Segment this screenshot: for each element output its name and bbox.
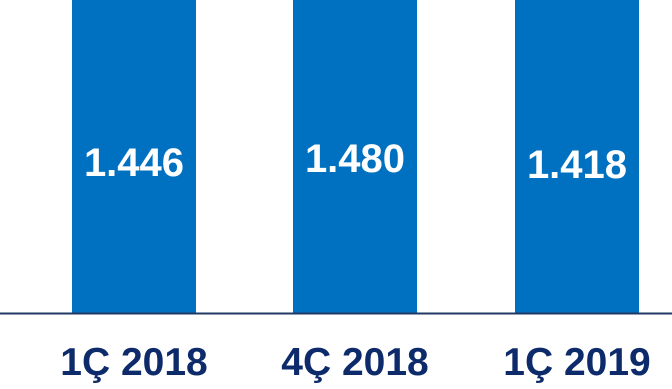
x-tick-labels-group: 1Ç 2018 4Ç 2018 1Ç 2019 [60, 341, 650, 384]
x-tick-label-3: 1Ç 2019 [503, 341, 650, 384]
bar-labels-group: 1.446 1.480 1.418 [84, 137, 627, 187]
x-tick-label-1: 1Ç 2018 [60, 341, 207, 384]
bar-value-label-2: 1.480 [305, 137, 405, 181]
bar-3 [515, 0, 639, 313]
x-tick-label-2: 4Ç 2018 [281, 341, 428, 384]
bar-value-label-3: 1.418 [527, 143, 627, 187]
bar-2 [293, 0, 417, 314]
bar-1 [72, 0, 196, 314]
bars-group [72, 0, 639, 314]
bar-value-label-1: 1.446 [84, 141, 184, 185]
